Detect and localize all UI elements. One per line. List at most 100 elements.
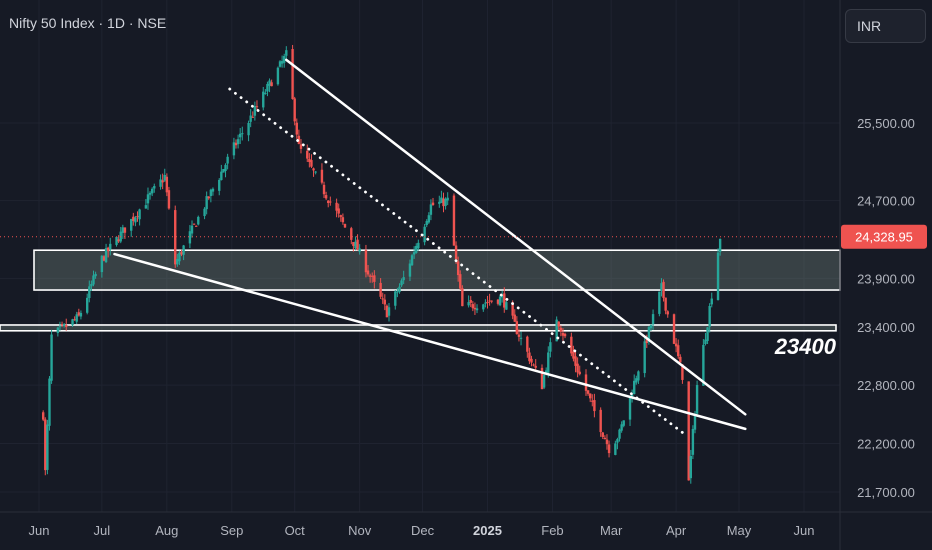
candle [482, 303, 485, 312]
candle [150, 187, 154, 197]
candle-body [438, 201, 441, 204]
candle-body [115, 236, 118, 245]
candle [444, 197, 447, 210]
candle [496, 298, 500, 306]
candle [88, 280, 91, 303]
candle [280, 55, 284, 68]
candle [92, 270, 95, 287]
candle-body [291, 49, 294, 99]
candle-body [350, 228, 353, 240]
candle-body [203, 208, 206, 217]
candle-body [236, 139, 240, 145]
candle-body [255, 106, 259, 108]
candle [121, 224, 125, 239]
candle-body [77, 312, 81, 316]
candle-body [584, 374, 588, 391]
candle-body [146, 194, 150, 204]
candle-body [343, 224, 347, 228]
candle-body [161, 180, 164, 183]
candle-body [431, 202, 435, 206]
candle-body [442, 198, 445, 207]
candle [109, 237, 112, 256]
candle-body [444, 198, 447, 206]
candle [702, 339, 705, 386]
candle [161, 173, 164, 190]
candle-body [354, 241, 357, 249]
price-axis[interactable]: 25,500.00 24,700.00 23,900.00 23,400.00 22,8… [841, 116, 927, 500]
candle [662, 279, 665, 302]
candle-body [503, 293, 506, 308]
candle-body [660, 283, 663, 291]
candle-body [270, 82, 273, 87]
candle [86, 293, 89, 315]
candle [153, 183, 156, 193]
candle [500, 290, 504, 303]
candle-body [341, 217, 345, 223]
candle-body [633, 380, 636, 395]
candle [71, 318, 74, 327]
candle [329, 196, 332, 206]
candle-body [710, 298, 713, 305]
candle-body [121, 227, 125, 233]
candle-body [73, 319, 76, 321]
time-tick-label: Jun [29, 523, 50, 538]
candle-body [56, 327, 60, 334]
candle-body [130, 218, 133, 231]
candle-body [222, 169, 225, 173]
candle-body [563, 333, 567, 337]
candle [79, 310, 83, 320]
candle [123, 227, 127, 239]
candle [354, 236, 357, 251]
candle [358, 244, 361, 255]
candle-body [224, 164, 227, 171]
candle-body [368, 275, 372, 277]
candle [102, 255, 106, 262]
candle [132, 212, 135, 226]
candle-body [607, 444, 611, 454]
candle-body [329, 201, 332, 203]
candle [666, 310, 669, 318]
candle-body [58, 326, 62, 328]
candle-body [379, 282, 382, 297]
candle [207, 196, 210, 200]
price-tick-label: 22,800.00 [857, 378, 915, 393]
symbol-title[interactable]: Nifty 50 Index · 1D · NSE [9, 15, 167, 31]
candle [226, 153, 229, 170]
candle-body [232, 142, 236, 156]
candle [549, 337, 552, 358]
candle-body [159, 179, 162, 187]
candle [660, 278, 663, 297]
candle [148, 191, 152, 200]
candle [60, 321, 64, 328]
candle-body [176, 258, 179, 265]
level-annotation: 23400 [774, 334, 837, 359]
candle [176, 253, 179, 267]
price-tick-label: 24,700.00 [857, 194, 915, 209]
candle-body [706, 327, 709, 341]
candle [224, 163, 227, 178]
price-tick-label: 22,200.00 [857, 436, 915, 451]
candle-body [150, 188, 154, 194]
candle-body [178, 252, 181, 262]
candle [695, 380, 699, 418]
candle [44, 417, 47, 476]
candle-body [249, 115, 252, 122]
candle [320, 163, 324, 185]
candle [635, 375, 638, 385]
candle-body [446, 197, 449, 201]
candle [471, 301, 475, 312]
candle-body [649, 325, 653, 329]
candle [616, 437, 619, 450]
candle-body [475, 308, 479, 311]
candle-body [356, 239, 359, 251]
currency-selector[interactable]: INR [845, 9, 926, 43]
candle-body [268, 80, 271, 86]
candle [517, 329, 521, 342]
candle-body [588, 393, 592, 399]
candle [337, 203, 340, 218]
candle-body [371, 275, 374, 277]
candle-body [241, 133, 244, 135]
candle [412, 246, 416, 259]
